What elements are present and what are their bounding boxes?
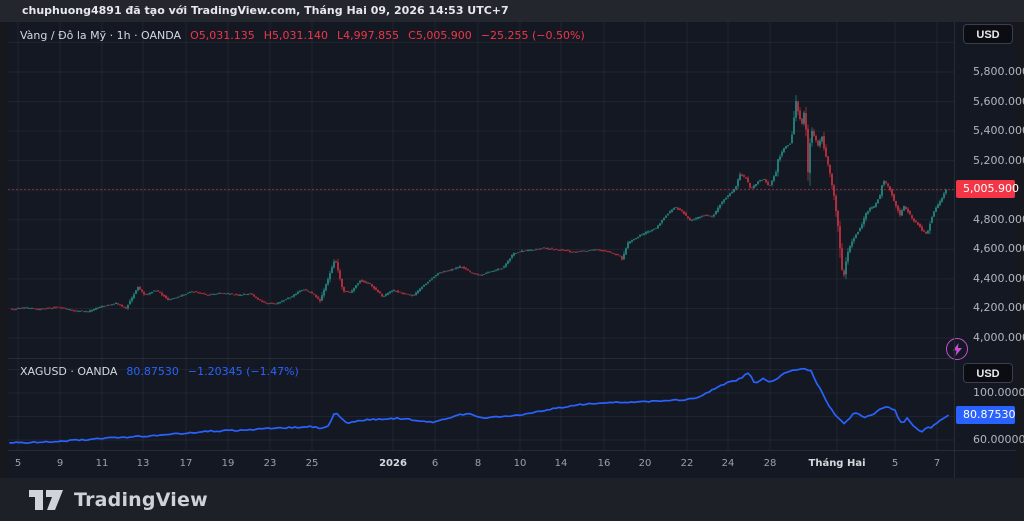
gold-symbol-title[interactable]: Vàng / Đô la Mỹ · 1h · OANDA bbox=[20, 29, 182, 42]
tradingview-logo-icon[interactable] bbox=[28, 487, 64, 513]
price-tick-label: 4,400.000 bbox=[973, 271, 1024, 285]
time-tick-label: 10 bbox=[513, 458, 527, 469]
attribution-text: chuphuong4891 đã tạo với TradingView.com… bbox=[22, 4, 509, 17]
time-tick-label: 25 bbox=[305, 458, 319, 469]
silver-line-pane[interactable] bbox=[8, 358, 954, 450]
silver-price-badge: 80.87530 bbox=[956, 406, 1016, 425]
silver-currency-button[interactable]: USD bbox=[963, 363, 1013, 383]
tradingview-wordmark[interactable]: TradingView bbox=[74, 488, 208, 511]
time-tick-label: 13 bbox=[136, 458, 150, 469]
price-tick-label: 5,200.000 bbox=[973, 153, 1024, 167]
time-tick-label: 6 bbox=[431, 458, 439, 469]
gold-low-value: L4,997.855 bbox=[337, 29, 400, 42]
time-tick-label: Tháng Hai bbox=[808, 458, 866, 469]
time-tick-label: 8 bbox=[474, 458, 482, 469]
gold-candlestick-pane[interactable] bbox=[8, 22, 954, 358]
gold-change-value: −25.255 (−0.50%) bbox=[480, 29, 585, 42]
time-tick-label: 16 bbox=[597, 458, 611, 469]
gold-currency-button[interactable]: USD bbox=[963, 24, 1013, 44]
boost-button[interactable] bbox=[946, 338, 968, 360]
price-tick-label: 4,000.000 bbox=[973, 331, 1024, 345]
time-tick-label: 17 bbox=[179, 458, 193, 469]
price-tick-label: 5,400.000 bbox=[973, 124, 1024, 138]
time-tick-label: 28 bbox=[763, 458, 777, 469]
gold-legend: Vàng / Đô la Mỹ · 1h · OANDA O5,031.135 … bbox=[20, 29, 585, 42]
axis-border bbox=[954, 22, 955, 478]
price-tick-label: 5,800.000 bbox=[973, 64, 1024, 78]
gold-open-value: O5,031.135 bbox=[190, 29, 255, 42]
pane-divider[interactable] bbox=[8, 358, 954, 359]
price-tick-label: 60.00000 bbox=[973, 433, 1024, 446]
price-tick-label: 4,600.000 bbox=[973, 242, 1024, 256]
price-tick-label: 100.00000 bbox=[973, 386, 1024, 399]
time-tick-label: 5 bbox=[891, 458, 899, 469]
time-tick-label: 19 bbox=[221, 458, 235, 469]
price-tick-label: 5,600.000 bbox=[973, 94, 1024, 108]
silver-legend: XAGUSD · OANDA 80.87530 −1.20345 (−1.47%… bbox=[20, 365, 299, 378]
silver-last-value: 80.87530 bbox=[126, 365, 179, 378]
time-tick-label: 5 bbox=[14, 458, 22, 469]
time-tick-label: 20 bbox=[638, 458, 652, 469]
lightning-icon bbox=[952, 342, 962, 356]
silver-change-value: −1.20345 (−1.47%) bbox=[187, 365, 299, 378]
time-tick-label: 23 bbox=[263, 458, 277, 469]
time-tick-label: 24 bbox=[721, 458, 735, 469]
attribution-bar: chuphuong4891 đã tạo với TradingView.com… bbox=[0, 0, 1024, 22]
silver-symbol-title[interactable]: XAGUSD · OANDA bbox=[20, 365, 118, 378]
time-tick-label: 2026 bbox=[379, 458, 407, 469]
price-tick-label: 4,800.000 bbox=[973, 212, 1024, 226]
time-tick-label: 9 bbox=[56, 458, 64, 469]
price-tick-label: 4,200.000 bbox=[973, 301, 1024, 315]
time-tick-label: 7 bbox=[933, 458, 941, 469]
gold-close-value: C5,005.900 bbox=[408, 29, 472, 42]
footer-bar: TradingView bbox=[0, 478, 1024, 521]
price-axis[interactable]: USD 5,800.000 5,600.000 5,400.000 5,200.000… bbox=[946, 22, 1024, 478]
time-tick-label: 14 bbox=[554, 458, 568, 469]
gold-high-value: H5,031.140 bbox=[263, 29, 329, 42]
time-tick-label: 11 bbox=[95, 458, 109, 469]
gold-price-badge: 5,005.900 bbox=[956, 180, 1019, 199]
time-tick-label: 22 bbox=[680, 458, 694, 469]
chart-widget: Vàng / Đô la Mỹ · 1h · OANDA O5,031.135 … bbox=[8, 22, 1024, 478]
time-axis[interactable]: 5 9 11 13 17 19 23 25 2026 6 8 10 14 16 20 22 24 28 Tháng … bbox=[8, 450, 1016, 478]
